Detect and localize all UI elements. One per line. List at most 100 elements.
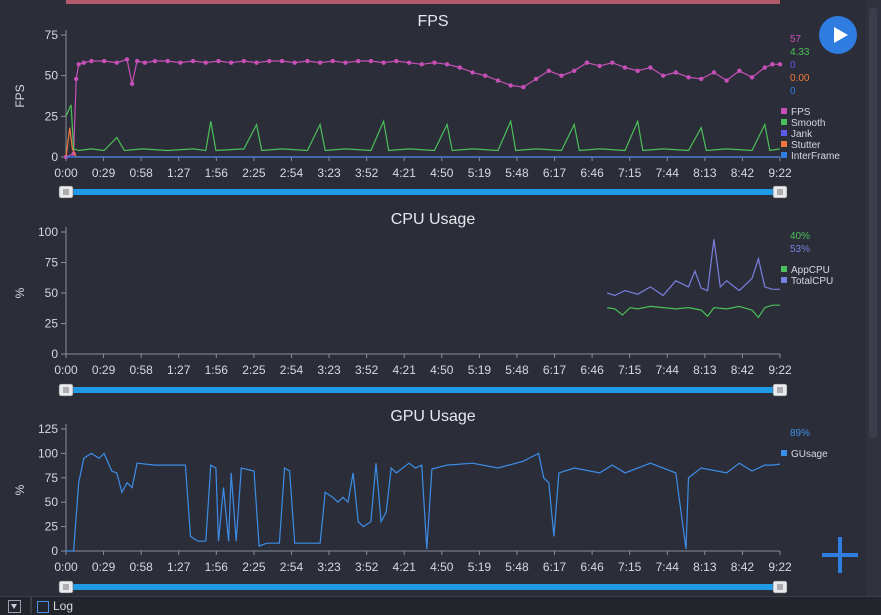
- x-tick-label: 2:54: [280, 363, 304, 377]
- data-point: [406, 60, 412, 65]
- y-axis-label: FPS: [13, 84, 27, 107]
- add-chart-button[interactable]: [822, 537, 858, 573]
- x-tick-label: 5:48: [505, 166, 529, 180]
- legend-swatch: [781, 277, 787, 283]
- data-point: [124, 57, 130, 62]
- data-point: [457, 65, 463, 70]
- data-point: [165, 58, 170, 64]
- series-line-gusage: [66, 452, 781, 552]
- x-tick-label: 4:21: [393, 166, 417, 180]
- data-point: [777, 62, 783, 67]
- legend-swatch: [781, 130, 787, 136]
- current-value-readout: 0: [790, 60, 796, 71]
- time-range-slider-track[interactable]: [66, 189, 780, 195]
- current-value-readout: 89%: [790, 428, 810, 439]
- y-tick-label: 0: [51, 150, 58, 164]
- series-line-totalcpu: [607, 239, 780, 297]
- data-point: [432, 60, 437, 65]
- legend-swatch: [781, 450, 787, 456]
- series-line-smooth: [65, 104, 781, 152]
- x-tick-label: 8:42: [731, 363, 755, 377]
- data-point: [483, 73, 488, 78]
- current-value-readout: 57: [790, 34, 802, 45]
- time-range-slider-track[interactable]: [66, 387, 780, 393]
- x-tick-label: 3:23: [317, 166, 341, 180]
- data-point: [737, 68, 742, 73]
- y-tick-label: 50: [45, 286, 59, 300]
- x-tick-label: 0:58: [129, 363, 153, 377]
- data-point: [546, 68, 551, 73]
- data-point: [305, 58, 310, 64]
- scrollbar-thumb[interactable]: [869, 8, 877, 438]
- legend-entry[interactable]: Jank: [791, 129, 813, 140]
- current-value-readout: 40%: [790, 231, 810, 242]
- x-tick-label: 2:25: [242, 363, 266, 377]
- legend-swatch: [781, 119, 787, 125]
- data-point: [508, 83, 513, 88]
- data-point: [190, 58, 196, 64]
- y-tick-label: 50: [45, 495, 59, 509]
- y-tick-label: 75: [45, 471, 59, 485]
- chevron-down-icon[interactable]: [8, 600, 21, 613]
- x-tick-label: 0:58: [129, 560, 153, 574]
- x-tick-label: 8:42: [731, 560, 755, 574]
- data-point: [495, 78, 501, 83]
- data-point: [724, 78, 729, 83]
- data-point: [203, 60, 208, 65]
- y-tick-label: 25: [45, 317, 59, 331]
- current-value-readout: 4.33: [790, 47, 810, 58]
- y-tick-label: 100: [38, 446, 58, 460]
- legend-swatch: [781, 152, 787, 158]
- play-button[interactable]: [819, 16, 857, 54]
- x-tick-label: 0:29: [92, 166, 116, 180]
- data-point: [152, 58, 158, 64]
- y-tick-label: 25: [45, 109, 59, 123]
- legend-entry[interactable]: Smooth: [791, 118, 825, 129]
- x-tick-label: 5:19: [468, 560, 492, 574]
- data-point: [533, 76, 539, 82]
- x-tick-label: 9:22: [768, 560, 792, 574]
- data-point: [267, 58, 272, 64]
- x-tick-label: 4:50: [430, 363, 454, 377]
- data-point: [762, 65, 767, 70]
- x-tick-label: 1:27: [167, 560, 191, 574]
- x-tick-label: 6:46: [580, 363, 604, 377]
- legend-entry[interactable]: GUsage: [791, 449, 828, 460]
- log-checkbox[interactable]: [37, 601, 49, 613]
- y-tick-label: 0: [51, 544, 58, 558]
- x-tick-label: 7:44: [656, 363, 680, 377]
- vertical-scrollbar[interactable]: [866, 0, 881, 596]
- data-point: [317, 60, 323, 65]
- current-value-readout: 0: [790, 86, 796, 97]
- time-range-slider-track[interactable]: [66, 584, 780, 590]
- x-tick-label: 0:00: [54, 166, 78, 180]
- legend-entry[interactable]: TotalCPU: [791, 276, 833, 287]
- legend-entry[interactable]: InterFrame: [791, 151, 840, 162]
- series-line-appcpu: [607, 304, 780, 319]
- data-point: [711, 70, 717, 75]
- x-tick-label: 6:46: [580, 166, 604, 180]
- x-tick-label: 2:54: [280, 560, 304, 574]
- gpu-usage-chart: 0 25 50 75 100 125% 0:00 0:29 0:58 1:27 1:56 2:25 2:…: [13, 422, 828, 594]
- data-point: [73, 76, 79, 82]
- data-point: [330, 58, 335, 64]
- x-tick-label: 6:46: [580, 560, 604, 574]
- x-tick-label: 0:00: [54, 560, 78, 574]
- y-tick-label: 50: [45, 69, 59, 83]
- data-point: [770, 62, 775, 67]
- data-point: [381, 60, 386, 65]
- x-tick-label: 5:48: [505, 560, 529, 574]
- x-tick-label: 9:22: [768, 166, 792, 180]
- x-tick-label: 5:19: [468, 363, 492, 377]
- legend-entry[interactable]: Stutter: [791, 140, 821, 151]
- log-label: Log: [53, 599, 74, 613]
- data-point: [660, 73, 666, 78]
- x-tick-label: 6:17: [543, 363, 567, 377]
- legend-entry[interactable]: FPS: [791, 107, 811, 118]
- legend-entry[interactable]: AppCPU: [791, 265, 830, 276]
- y-axis-label: %: [13, 287, 27, 298]
- x-tick-label: 7:44: [656, 166, 680, 180]
- data-point: [470, 70, 475, 75]
- legend-swatch: [781, 266, 787, 272]
- top-divider-bar: [66, 0, 780, 4]
